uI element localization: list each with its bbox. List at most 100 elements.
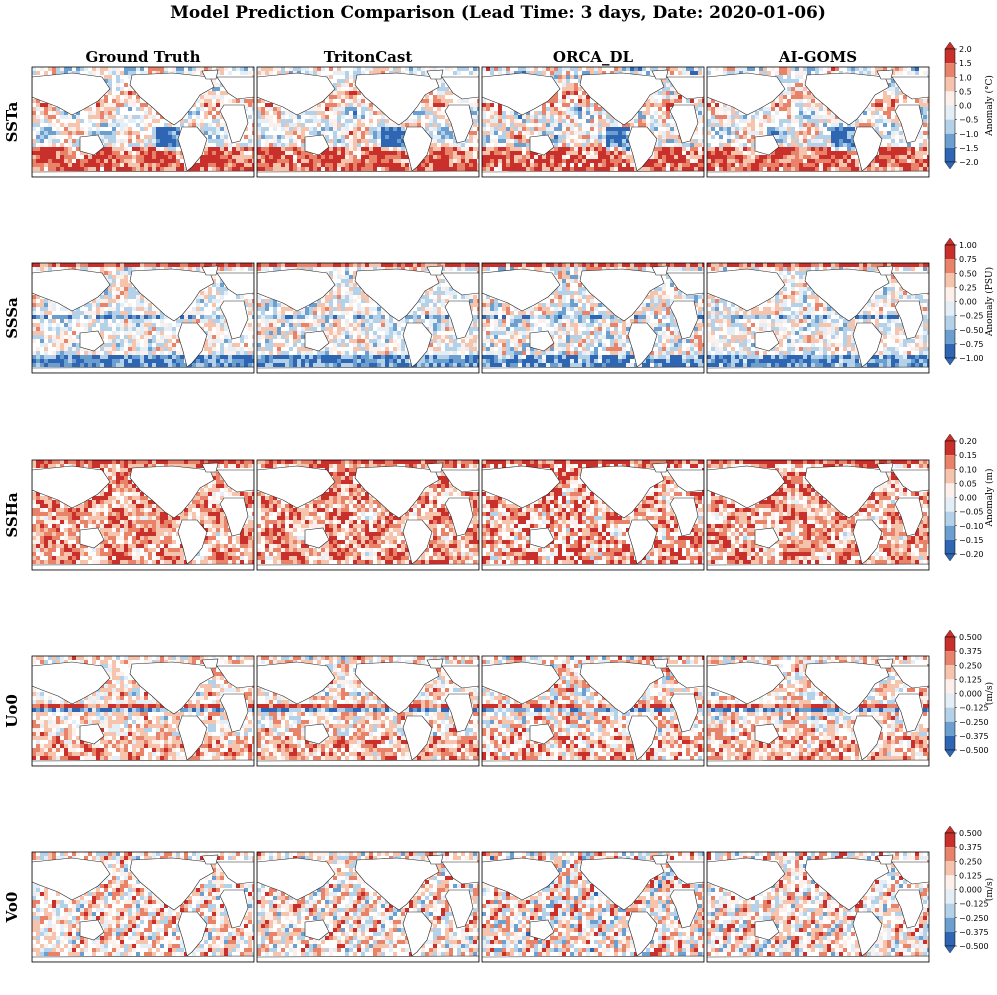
row-labels: SSTa SSSa SSHa Uo0 Vo0	[3, 101, 21, 923]
panel-frame	[31, 262, 255, 374]
coastline-4	[444, 497, 474, 537]
coastline-6	[257, 563, 479, 570]
panel-SSSa-3	[706, 262, 930, 374]
coastline-7	[426, 462, 444, 473]
colorbar-tick-label: 0.00	[959, 298, 977, 307]
coastline-2	[482, 857, 561, 901]
anomaly-field	[257, 656, 479, 766]
coastline-2	[707, 465, 786, 509]
coastline-6	[257, 955, 479, 962]
coastline-1	[177, 519, 208, 565]
coastline-6	[482, 563, 704, 570]
coastline-6	[32, 759, 254, 766]
colorbar-tick-label: 0.125	[959, 871, 982, 880]
coastline-1	[177, 126, 208, 172]
coastline-6	[707, 170, 929, 177]
colorbar-segment	[945, 833, 955, 848]
coastline-2	[707, 661, 786, 705]
coastline-2	[482, 661, 561, 705]
panel-SSSa-1	[256, 262, 480, 374]
coastline-5	[304, 527, 330, 549]
coastline-7	[876, 69, 894, 80]
column-title-0: Ground Truth	[86, 48, 201, 66]
panel-frame	[31, 655, 255, 767]
coastline-6	[257, 759, 479, 766]
panel-frame	[706, 66, 930, 178]
coastline-4	[219, 497, 249, 537]
colorbar-tick-label: −1.0	[959, 130, 978, 139]
colorbar-segment	[945, 105, 955, 120]
colorbar-tick-label: 0.20	[959, 437, 977, 446]
colorbar-max-arrow	[944, 237, 956, 246]
coastline-1	[627, 322, 658, 368]
coastline-6	[482, 170, 704, 177]
coastline-7	[876, 265, 894, 276]
coastline-4	[894, 693, 924, 733]
colorbar-tick-label: 0.75	[959, 255, 977, 264]
colorbars: 2.0 1.5 1.0 0.5 0.0 −0.5 −1.0 −1.5 −2.0 Anomaly (…	[944, 41, 995, 954]
coastline-4	[444, 300, 474, 340]
panel-frame	[706, 459, 930, 571]
panel-frame	[256, 655, 480, 767]
colorbar-Uo0: 0.500 0.375 0.250 0.125 0.000 −0.125 −0.250 −0.…	[944, 629, 995, 758]
colorbar-tick-label: −0.500	[959, 746, 989, 755]
colorbar-segment	[945, 847, 955, 862]
panel-SSHa-3	[706, 459, 930, 571]
coastline-5	[529, 527, 555, 549]
coastline-6	[32, 563, 254, 570]
colorbar-tick-label: 0.375	[959, 647, 982, 656]
colorbar-tick-label: 1.00	[959, 241, 977, 250]
colorbar-segment	[945, 497, 955, 512]
colorbar-tick-label: −0.250	[959, 914, 989, 923]
colorbar-tick-label: 0.00	[959, 494, 977, 503]
coastline-1	[402, 911, 433, 957]
colorbar-segment	[945, 119, 955, 134]
coastline-6	[707, 955, 929, 962]
coastline-4	[444, 693, 474, 733]
coastline-3	[441, 76, 479, 100]
coastline-6	[707, 366, 929, 373]
anomaly-field	[482, 263, 704, 373]
coastline-5	[304, 330, 330, 352]
panel-frame	[256, 851, 480, 963]
colorbar-tick-label: −0.20	[959, 550, 984, 559]
coastline-3	[666, 665, 704, 689]
coastline-6	[707, 759, 929, 766]
coastline-7	[876, 462, 894, 473]
coastline-7	[426, 854, 444, 865]
coastline-5	[529, 134, 555, 156]
panel-SSSa-0	[31, 262, 255, 374]
colorbar-Vo0: 0.500 0.375 0.250 0.125 0.000 −0.125 −0.250 −0.…	[944, 825, 995, 954]
panel-Uo0-2	[481, 655, 705, 767]
coastline-7	[201, 265, 219, 276]
anomaly-field	[482, 656, 704, 766]
colorbar-tick-label: −0.375	[959, 732, 989, 741]
panel-frame	[256, 262, 480, 374]
coastline-3	[441, 665, 479, 689]
colorbar-label-Uo0: (m/s)	[984, 682, 995, 705]
coastline-3	[891, 469, 929, 493]
colorbar-segment	[945, 931, 955, 946]
colorbar-segment	[945, 49, 955, 64]
coastline-3	[666, 861, 704, 885]
colorbar-segment	[945, 273, 955, 288]
coastline-6	[32, 366, 254, 373]
colorbar-max-arrow	[944, 629, 956, 638]
panel-frame	[481, 851, 705, 963]
colorbar-label-SSTa: Anomaly (°C)	[984, 75, 995, 137]
coastline-6	[32, 170, 254, 177]
colorbar-tick-label: −0.05	[959, 508, 984, 517]
colorbar-tick-label: 2.0	[959, 45, 972, 54]
coastline-7	[651, 462, 669, 473]
panel-frame	[31, 851, 255, 963]
colorbar-min-arrow	[944, 553, 956, 562]
coastline-2	[32, 268, 111, 312]
colorbar-tick-label: −1.5	[959, 144, 978, 153]
colorbar-tick-label: 1.0	[959, 73, 972, 82]
panel-Vo0-2	[481, 851, 705, 963]
colorbar-segment	[945, 441, 955, 456]
colorbar-segment	[945, 245, 955, 260]
colorbar-tick-label: 0.5	[959, 87, 972, 96]
coastline-5	[754, 919, 780, 941]
